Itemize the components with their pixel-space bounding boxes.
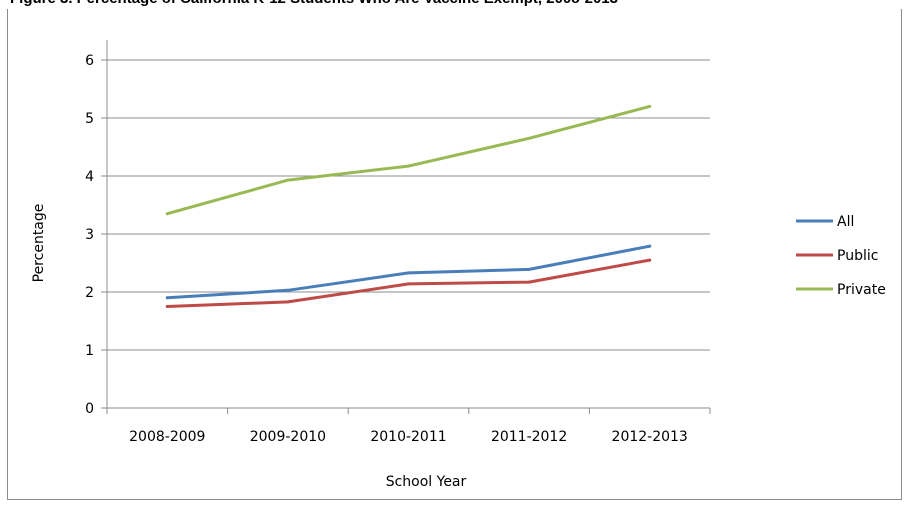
chart-title: Figure 3. Percentage of California K-12 …	[10, 0, 911, 8]
y-tick-label: 4	[85, 169, 94, 185]
y-tick-label: 6	[85, 53, 94, 69]
data-point-all	[527, 267, 531, 271]
data-point-private	[527, 136, 531, 140]
x-tick-label: 2009-2010	[250, 429, 326, 445]
data-point-all	[407, 271, 410, 275]
data-point-public	[527, 280, 531, 284]
chart-frame	[7, 4, 902, 500]
data-point-public	[407, 282, 410, 286]
x-tick-label: 2012-2013	[612, 429, 688, 445]
y-tick-label: 1	[85, 343, 94, 359]
data-point-all	[165, 296, 169, 300]
data-point-all	[286, 288, 290, 292]
x-axis-title: School Year	[386, 474, 467, 490]
y-tick-label: 3	[85, 227, 94, 243]
legend-label-private: Private	[837, 282, 886, 298]
data-point-private	[286, 178, 290, 182]
legend-label-all: All	[837, 214, 854, 230]
data-point-private	[165, 212, 169, 216]
data-point-public	[165, 305, 169, 308]
data-point-public	[648, 258, 652, 262]
y-tick-label: 5	[85, 111, 94, 127]
data-point-all	[648, 244, 652, 248]
axes	[101, 40, 711, 414]
legend-label-public: Public	[837, 248, 878, 264]
legend: All Public Private	[796, 214, 886, 298]
x-tick-label: 2011-2012	[491, 429, 567, 445]
data-point-private	[407, 164, 410, 168]
data-point-public	[286, 300, 290, 304]
y-axis-title: Percentage	[31, 204, 47, 283]
series-line-private	[165, 104, 652, 216]
y-tick-label: 0	[85, 401, 94, 417]
x-tick-label: 2010-2011	[370, 429, 446, 445]
data-point-private	[648, 104, 652, 108]
chart-title-strip: Figure 3. Percentage of California K-12 …	[0, 0, 911, 9]
x-tick-label: 2008-2009	[129, 429, 205, 445]
tick-labels: 0 1 2 3 4 5 6 2008-2009 2009-2010 2010-2011 2011-2…	[85, 53, 688, 445]
series-lines	[165, 104, 652, 308]
y-tick-label: 2	[85, 285, 94, 301]
gridlines	[107, 59, 710, 351]
